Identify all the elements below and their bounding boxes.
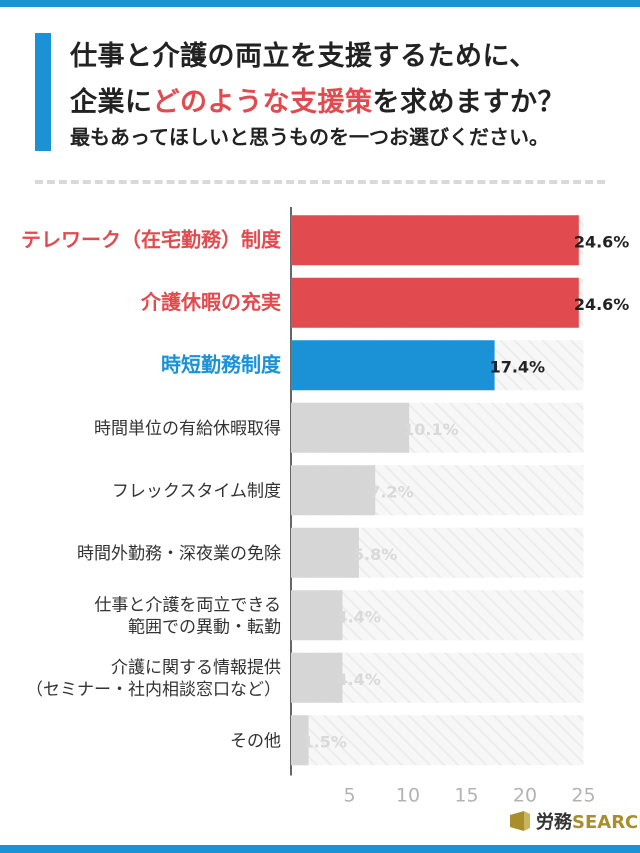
category-label: 介護休暇の充実 (140, 290, 281, 314)
title-line-2-highlight: どのような支援策 (152, 87, 373, 118)
title-line-1: 仕事と介護の両立を支援するために、 (70, 41, 537, 72)
category-label: 介護に関する情報提供 (111, 658, 281, 678)
title-accent-bar (35, 33, 51, 151)
bar-value-label: 4.4% (336, 670, 380, 689)
x-tick-label: 10 (396, 785, 420, 806)
logo-mark-icon (510, 811, 530, 831)
bar (291, 402, 410, 453)
bar (291, 590, 343, 641)
brand-logo: 労務SEARCH (510, 808, 640, 834)
dashed-divider (35, 180, 605, 184)
bar-value-label: 7.2% (369, 482, 413, 501)
category-label: 時短勤務制度 (161, 352, 282, 376)
category-label: その他 (230, 731, 281, 751)
x-tick-label: 25 (571, 785, 595, 806)
bar (291, 215, 579, 266)
bar-value-label: 17.4% (490, 357, 546, 376)
bar-value-label: 5.8% (353, 545, 397, 564)
bottom-accent-bar (0, 845, 640, 853)
bar-track (291, 715, 584, 766)
bar-chart: 5 10 15 20 25 24.6% テレワーク（在宅勤務）制度 24.6% 介護休暇の充実 1… (21, 207, 630, 806)
category-label: 範囲での異動・転勤 (128, 617, 281, 637)
category-label: （セミナー・社内相談窓口など） (26, 680, 281, 700)
category-label: 仕事と介護を両立できる (94, 595, 281, 615)
x-tick-label: 20 (513, 785, 537, 806)
top-accent-bar (0, 0, 640, 7)
bar (291, 652, 343, 703)
bar (291, 465, 376, 516)
category-label: テレワーク（在宅勤務）制度 (21, 227, 282, 251)
category-label: フレックスタイム制度 (112, 481, 281, 501)
title-line-3: 最もあってほしいと思うものを一つお選びください。 (70, 125, 549, 149)
bar-value-label: 24.6% (574, 295, 630, 314)
x-tick-label: 5 (343, 785, 355, 806)
bar (291, 277, 579, 328)
logo-text: 労務SEARCH (536, 808, 640, 834)
logo-text-en: SEARCH (572, 812, 640, 833)
bar-value-label: 4.4% (336, 607, 380, 626)
bar (291, 527, 359, 578)
bar (291, 340, 495, 391)
bar-value-label: 10.1% (403, 420, 459, 439)
logo-text-jp: 労務 (536, 812, 572, 833)
bar (291, 715, 309, 766)
title-line-2-pre: 企業に (70, 87, 153, 118)
title-line-2-post: を求めますか？ (372, 87, 565, 118)
category-label: 時間外勤務・深夜業の免除 (77, 544, 281, 564)
category-label: 時間単位の有給休暇取得 (94, 419, 281, 439)
title-line-2: 企業にどのような支援策を求めますか？ (70, 80, 565, 119)
bar-value-label: 24.6% (574, 232, 630, 251)
bar-value-label: 1.5% (303, 732, 347, 751)
x-tick-label: 15 (454, 785, 478, 806)
